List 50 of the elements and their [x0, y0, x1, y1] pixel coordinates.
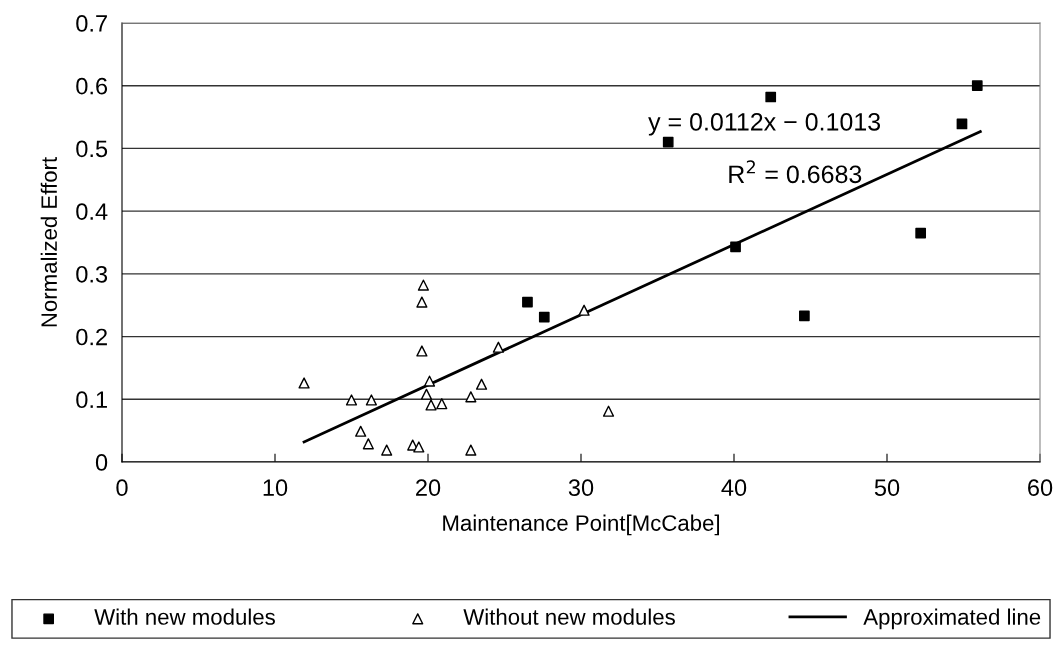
- x-tick-label: 50: [874, 479, 900, 497]
- point: [420, 388, 433, 400]
- x-tick-label: 60: [1028, 479, 1053, 497]
- legend-label: With new modules: [94, 608, 275, 625]
- point: [416, 345, 428, 357]
- y-tick-label: 0.6: [76, 77, 108, 95]
- point: [475, 378, 488, 390]
- point: [423, 375, 436, 387]
- x-axis-title: Maintenance Point[McCabe]: [443, 514, 720, 536]
- point: [578, 304, 590, 316]
- point: [417, 279, 430, 291]
- point: [765, 91, 777, 103]
- x-tick-label: 40: [721, 479, 747, 497]
- point: [381, 444, 393, 456]
- point: [799, 310, 810, 322]
- point: [413, 441, 425, 453]
- point: [355, 425, 367, 437]
- point: [522, 296, 533, 308]
- point: [345, 394, 358, 406]
- x-tick-label: 0: [116, 479, 128, 497]
- point: [730, 241, 741, 253]
- y-tick-label: 0.5: [76, 140, 108, 158]
- x-tick-label: 20: [416, 479, 441, 497]
- point: [298, 377, 310, 389]
- y-tick-label: 0.3: [76, 265, 108, 283]
- point: [602, 405, 615, 417]
- annotation: R$^{2}$ = 0.6683: [729, 160, 862, 184]
- point: [365, 394, 377, 406]
- y-axis-title: Normalized Effort: [40, 157, 58, 327]
- y-tick-label: 0: [95, 454, 108, 471]
- point: [538, 311, 550, 323]
- point: [465, 391, 477, 403]
- point: [971, 80, 983, 92]
- y-tick-label: 0.2: [76, 328, 107, 346]
- point: [425, 399, 437, 411]
- annotation: y = 0.0112x − 0.1013: [648, 112, 881, 136]
- y-tick-label: 0.7: [76, 15, 107, 32]
- x-tick-label: 30: [568, 479, 594, 497]
- y-tick-label: 0.4: [76, 203, 108, 220]
- point: [662, 136, 674, 148]
- point: [436, 398, 448, 410]
- point: [915, 227, 927, 239]
- point: [465, 444, 477, 456]
- legend-label: Approximated line: [863, 608, 1041, 630]
- legend-label: Without new modules: [463, 608, 675, 625]
- x-tick-label: 10: [263, 479, 288, 497]
- y-tick-label: 0.1: [76, 391, 107, 409]
- point: [362, 438, 374, 450]
- point: [416, 296, 428, 308]
- point: [492, 341, 504, 353]
